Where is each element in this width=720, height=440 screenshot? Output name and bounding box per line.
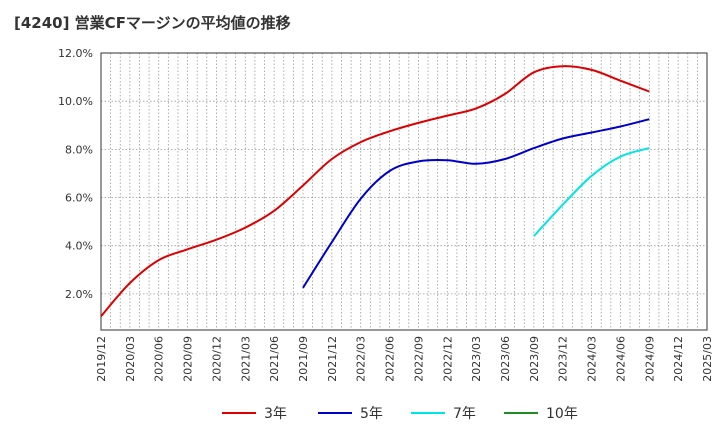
x-tick-label: 2022/06: [384, 336, 397, 382]
legend: 3年 5年 7年 10年: [222, 406, 578, 422]
y-tick-label: 4.0%: [65, 240, 93, 253]
y-tick-label: 2.0%: [65, 288, 93, 301]
x-tick-label: 2019/12: [95, 336, 108, 382]
series-lines: [100, 65, 650, 317]
x-tick-label: 2021/06: [268, 336, 281, 382]
x-tick-label: 2021/03: [239, 336, 252, 382]
series-line-5年: [302, 118, 650, 289]
y-tick-label: 8.0%: [65, 143, 93, 156]
x-tick-label: 2022/12: [441, 336, 454, 382]
x-tick-label: 2023/06: [499, 336, 512, 382]
plot-frame: [100, 52, 708, 331]
legend-label: 10年: [546, 406, 578, 422]
chart-title: [4240] 営業CFマージンの平均値の推移: [14, 14, 291, 32]
x-tick-label: 2020/09: [182, 336, 195, 382]
x-tick-label: 2024/09: [643, 336, 656, 382]
x-tick-label: 2025/03: [701, 336, 714, 382]
x-tick-label: 2020/12: [210, 336, 223, 382]
y-tick-label: 6.0%: [65, 192, 93, 205]
x-axis: 2019/12 2020/03 2020/06 2020/09 2020/12 2021/…: [95, 336, 714, 382]
x-tick-label: 2020/03: [124, 336, 137, 382]
x-tick-label: 2020/06: [153, 336, 166, 382]
x-tick-label: 2022/09: [412, 336, 425, 382]
x-tick-label: 2023/12: [557, 336, 570, 382]
legend-label: 5年: [360, 406, 383, 422]
x-tick-label: 2021/09: [297, 336, 310, 382]
grid-lines: [101, 52, 707, 330]
x-tick-label: 2023/09: [528, 336, 541, 382]
x-tick-label: 2021/12: [326, 336, 339, 382]
y-tick-label: 12.0%: [58, 47, 93, 60]
y-tick-label: 10.0%: [58, 95, 93, 108]
series-line-3年: [100, 65, 650, 317]
legend-label: 7年: [453, 406, 476, 422]
x-tick-label: 2024/03: [586, 336, 599, 382]
x-tick-label: 2024/12: [672, 336, 685, 382]
x-tick-label: 2022/03: [355, 336, 368, 382]
x-tick-label: 2023/03: [470, 336, 483, 382]
y-axis: 2.0% 4.0% 6.0% 8.0% 10.0% 12.0%: [58, 47, 93, 301]
legend-label: 3年: [264, 406, 287, 422]
x-tick-label: 2024/06: [614, 336, 627, 382]
series-line-7年: [533, 147, 650, 237]
